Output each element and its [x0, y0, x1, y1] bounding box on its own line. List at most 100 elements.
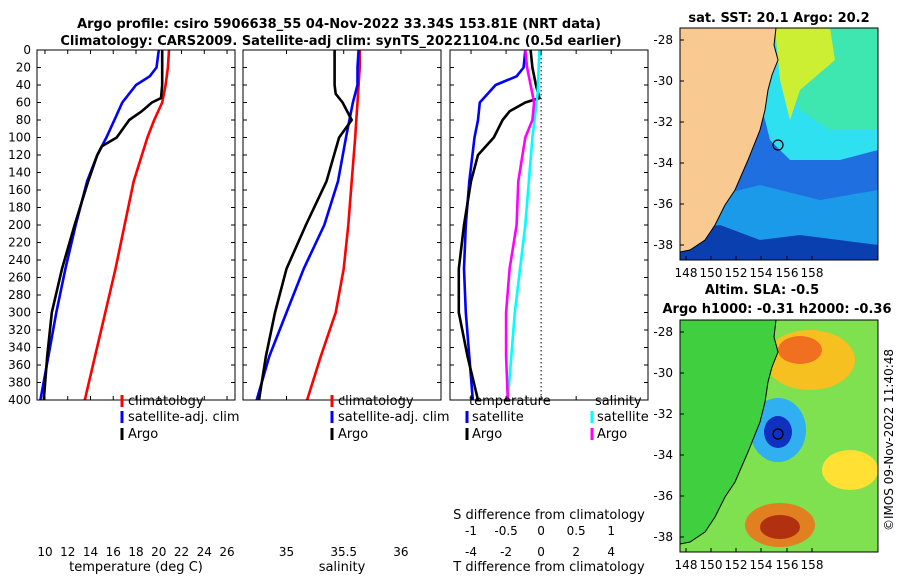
- temperature-axes-frame: [36, 49, 236, 401]
- sla-low-eddy-core: [764, 416, 792, 448]
- depth-tick-label: 200: [8, 218, 31, 232]
- sla-map-title-line1: Altim. SLA: -0.5: [705, 283, 819, 298]
- legend-label-argo: Argo: [338, 427, 368, 442]
- legend-label-climatology: climatology: [128, 394, 204, 409]
- series-line-t-argo: [457, 50, 541, 400]
- series-line-climatology: [83, 50, 171, 400]
- legend-label-satellite: satellite-adj. clim: [338, 410, 450, 425]
- sla-land: [680, 320, 779, 545]
- legend-label-s-argo: Argo: [597, 427, 627, 442]
- sla-high-east: [822, 450, 878, 490]
- series-line-argo: [42, 50, 164, 400]
- sla-high-north-core: [778, 336, 822, 364]
- lat-tick-label: -32: [653, 115, 673, 129]
- lat-tick-label: -28: [653, 33, 673, 47]
- depth-tick-label: 40: [16, 78, 31, 92]
- legend-label-satellite: satellite-adj. clim: [128, 410, 240, 425]
- lon-tick-label: 158: [801, 558, 824, 572]
- depth-tick-label: 20: [16, 61, 31, 75]
- x-tick-label: 16: [106, 545, 121, 559]
- sla-map-ticks: 148 150 152 154 156 158 -28 -30 -32 -34 -36 -38: [653, 325, 823, 572]
- temperature-legend: climatology satellite-adj. clim Argo: [120, 394, 240, 442]
- sst-land: [680, 28, 779, 253]
- depth-tick-label: 320: [8, 323, 31, 337]
- x-tick-label: -4: [465, 545, 477, 559]
- x-top-tick-label: 0: [537, 524, 545, 538]
- lon-tick-label: 154: [750, 558, 773, 572]
- depth-tick-label: 400: [8, 393, 31, 407]
- legend-label-climatology: climatology: [338, 394, 414, 409]
- lat-tick-label: -38: [653, 530, 673, 544]
- temperature-panel: 0204060801001201401601802002202402602803…: [8, 43, 648, 575]
- lon-tick-label: 152: [725, 266, 748, 280]
- depth-tick-label: 340: [8, 341, 31, 355]
- difference-legend-right: salinity satellite Argo: [590, 394, 649, 442]
- lat-tick-label: -32: [653, 407, 673, 421]
- depth-tick-label: 380: [8, 376, 31, 390]
- lat-tick-label: -38: [653, 238, 673, 252]
- depth-tick-label: 60: [16, 96, 31, 110]
- lon-tick-label: 150: [700, 558, 723, 572]
- temperature-xlabel: temperature (deg C): [69, 560, 203, 575]
- lat-tick-label: -36: [653, 489, 673, 503]
- x-tick-label: 35: [279, 545, 294, 559]
- lon-tick-label: 148: [675, 266, 698, 280]
- sla-argo-marker: [772, 428, 784, 440]
- sst-map-frame: [679, 27, 879, 261]
- figure-title-line2: Climatology: CARS2009. Satellite-adj cli…: [60, 34, 621, 49]
- sst-argo-marker: [772, 139, 784, 151]
- sst-map: sat. SST: 20.1 Argo: 20.2 148 150 152 154 15…: [653, 11, 879, 280]
- legend-title-temperature: temperature: [469, 394, 551, 409]
- sst-map-title: sat. SST: 20.1 Argo: 20.2: [688, 11, 869, 26]
- depth-tick-label: 280: [8, 288, 31, 302]
- depth-tick-label: 120: [8, 148, 31, 162]
- lon-tick-label: 158: [801, 266, 824, 280]
- lat-tick-label: -36: [653, 197, 673, 211]
- lat-tick-label: -34: [653, 448, 673, 462]
- lon-tick-label: 156: [776, 266, 799, 280]
- legend-label-s-satellite: satellite: [597, 410, 649, 425]
- x-tick-label: 36: [393, 545, 408, 559]
- x-tick-label: -2: [500, 545, 512, 559]
- sla-map: Altim. SLA: -0.5 Argo h1000: -0.31 h2000…: [653, 283, 891, 572]
- sst-hot-core: [775, 28, 835, 120]
- sla-map-frame: [679, 319, 879, 553]
- salinity-axes-frame: [242, 49, 442, 401]
- lon-tick-label: 150: [700, 266, 723, 280]
- x-tick-label: 14: [83, 545, 98, 559]
- depth-tick-label: 180: [8, 201, 31, 215]
- series-line-s-argo: [504, 50, 536, 400]
- x-top-tick-label: -0.5: [494, 524, 517, 538]
- series-line-satellite-adj-clim: [255, 50, 360, 400]
- depth-tick-label: 80: [16, 113, 31, 127]
- depth-tick-label: 100: [8, 131, 31, 145]
- x-tick-label: 4: [607, 545, 615, 559]
- lon-tick-label: 154: [750, 266, 773, 280]
- x-tick-label: 24: [197, 545, 212, 559]
- depth-tick-label: 360: [8, 358, 31, 372]
- depth-tick-label: 300: [8, 306, 31, 320]
- depth-axis-ticks: 0 20 40 60 80 100 120 140 160 180 200 220 240 260 280 3…: [8, 43, 648, 407]
- temperature-x-ticks: 10 12 14 16 18 20 22 24 26: [37, 50, 235, 559]
- series-line-argo: [257, 50, 354, 400]
- depth-tick-label: 0: [23, 43, 31, 57]
- salinity-legend: climatology satellite-adj. clim Argo: [330, 394, 450, 442]
- difference-panel: -4 -2 0 2 4 -1 -0.5 0 0.5 1 T difference from cli…: [449, 49, 649, 575]
- difference-lines: [457, 50, 542, 400]
- x-tick-label: 0: [537, 545, 545, 559]
- difference-x-ticks: -4 -2 0 2 4 -1 -0.5 0 0.5 1: [465, 50, 615, 559]
- difference-legend-left: temperature satellite Argo: [465, 394, 551, 442]
- legend-label-t-satellite: satellite: [472, 410, 524, 425]
- x-tick-label: 10: [37, 545, 52, 559]
- imos-credit: ©IMOS 09-Nov-2022 11:40:48: [882, 349, 896, 531]
- x-tick-label: 12: [60, 545, 75, 559]
- difference-xlabel: T difference from climatology: [452, 560, 645, 575]
- sst-map-ticks: 148 150 152 154 156 158 -28 -30 -32 -34 -36 -38: [653, 33, 823, 280]
- salinity-panel: 35 35.5 36 salinity climatology satellite-…: [242, 49, 450, 575]
- legend-label-t-argo: Argo: [472, 427, 502, 442]
- sst-cold-zone: [680, 225, 878, 260]
- temperature-lines: [39, 50, 171, 400]
- lon-tick-label: 152: [725, 558, 748, 572]
- x-tick-label: 18: [128, 545, 143, 559]
- difference-xlabel-top: S difference from climatology: [453, 508, 645, 523]
